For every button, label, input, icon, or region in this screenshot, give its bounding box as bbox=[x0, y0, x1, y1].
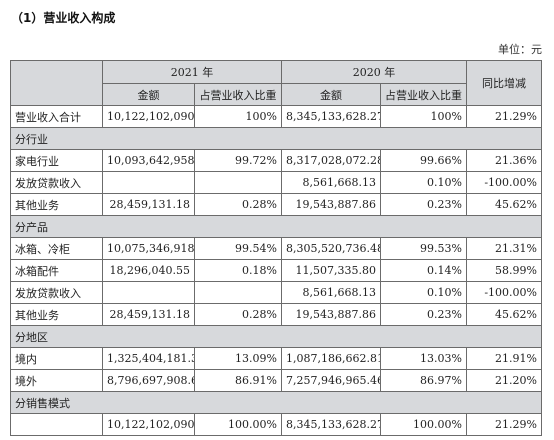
amount-2020-cell: 8,305,520,736.48 bbox=[281, 237, 381, 260]
row-label: 营业收入合计 bbox=[10, 105, 103, 128]
row-label: 境外 bbox=[10, 369, 103, 392]
row-label: 境内 bbox=[10, 347, 103, 370]
row-label: 冰箱、冷柜 bbox=[10, 237, 103, 260]
section-label: 分地区 bbox=[10, 325, 542, 348]
share-2021-cell: 13.09% bbox=[194, 347, 282, 370]
table-row: 家电行业10,093,642,958.8599.72%8,317,028,072… bbox=[10, 149, 542, 172]
change-cell: -100.00% bbox=[466, 171, 542, 194]
amount-2021-cell: 1,325,404,181.35 bbox=[102, 347, 195, 370]
share-2021-cell: 0.28% bbox=[194, 193, 282, 216]
section-label: 分产品 bbox=[10, 215, 542, 238]
change-cell: 21.20% bbox=[466, 369, 542, 392]
amount-2021-cell: 10,075,346,918.30 bbox=[102, 237, 195, 260]
change-cell: 21.91% bbox=[466, 347, 542, 370]
header-amount-2020: 金额 bbox=[281, 83, 381, 106]
share-2021-cell bbox=[194, 171, 282, 194]
share-2020-cell: 0.23% bbox=[380, 193, 467, 216]
amount-2021-cell: 28,459,131.18 bbox=[102, 303, 195, 326]
header-row-years: 2021 年 2020 年 同比增减 bbox=[10, 60, 542, 106]
revenue-composition-table: 2021 年 2020 年 同比增减 金额 占营业收入比重 金额 占营业收入比重… bbox=[10, 60, 542, 436]
section-row: 分地区 bbox=[10, 325, 542, 348]
share-2021-cell: 99.72% bbox=[194, 149, 282, 172]
header-amount-2021: 金额 bbox=[102, 83, 195, 106]
share-2020-cell: 0.10% bbox=[380, 171, 467, 194]
table-row: 境外8,796,697,908.6886.91%7,257,946,965.46… bbox=[10, 369, 542, 392]
table-row: 10,122,102,090.03100.00%8,345,133,628.27… bbox=[10, 413, 542, 436]
share-2020-cell: 100% bbox=[380, 105, 467, 128]
row-label: 家电行业 bbox=[10, 149, 103, 172]
section-label: 分行业 bbox=[10, 127, 542, 150]
table-row: 发放贷款收入 8,561,668.13 0.10% -100.00% bbox=[10, 171, 542, 194]
header-row-subcolumns: 金额 占营业收入比重 金额 占营业收入比重 bbox=[11, 83, 542, 106]
section-title: （1）营业收入构成 bbox=[11, 11, 116, 25]
change-cell: 45.62% bbox=[466, 303, 542, 326]
table-row: 冰箱、冷柜10,075,346,918.3099.54%8,305,520,73… bbox=[10, 237, 542, 260]
header-change: 同比增减 bbox=[466, 60, 542, 106]
change-cell: 21.29% bbox=[466, 413, 542, 436]
table-body: 营业收入合计10,122,102,090.03100%8,345,133,628… bbox=[10, 105, 542, 436]
header-share-2021: 占营业收入比重 bbox=[194, 83, 282, 106]
change-cell: -100.00% bbox=[466, 281, 542, 304]
change-cell: 58.99% bbox=[466, 259, 542, 282]
section-row: 分产品 bbox=[10, 215, 542, 238]
share-2020-cell: 99.66% bbox=[380, 149, 467, 172]
table-row: 境内1,325,404,181.3513.09%1,087,186,662.81… bbox=[10, 347, 542, 370]
share-2020-cell: 100.00% bbox=[380, 413, 467, 436]
share-2020-cell: 13.03% bbox=[380, 347, 467, 370]
change-cell: 21.31% bbox=[466, 237, 542, 260]
share-2021-cell: 0.18% bbox=[194, 259, 282, 282]
row-label: 发放贷款收入 bbox=[10, 171, 103, 194]
share-2021-cell: 0.28% bbox=[194, 303, 282, 326]
change-cell: 21.29% bbox=[466, 105, 542, 128]
header-year-2020: 2020 年 bbox=[281, 60, 467, 84]
share-2021-cell: 100.00% bbox=[194, 413, 282, 436]
amount-2021-cell: 28,459,131.18 bbox=[102, 193, 195, 216]
table-row: 冰箱配件 18,296,040.55 0.18% 11,507,335.80 0.14%… bbox=[10, 259, 542, 282]
amount-2020-cell: 8,561,668.13 bbox=[281, 171, 381, 194]
amount-2020-cell: 11,507,335.80 bbox=[281, 259, 381, 282]
row-label bbox=[10, 413, 103, 436]
share-2020-cell: 99.53% bbox=[380, 237, 467, 260]
amount-2021-cell: 8,796,697,908.68 bbox=[102, 369, 195, 392]
amount-2020-cell: 1,087,186,662.81 bbox=[281, 347, 381, 370]
section-label: 分销售模式 bbox=[10, 391, 542, 414]
amount-2020-cell: 8,345,133,628.27 bbox=[281, 105, 381, 128]
row-label: 其他业务 bbox=[10, 193, 103, 216]
table-row: 营业收入合计10,122,102,090.03100%8,345,133,628… bbox=[10, 105, 542, 128]
section-row: 分行业 bbox=[10, 127, 542, 150]
change-cell: 21.36% bbox=[466, 149, 542, 172]
table-row: 其他业务 28,459,131.18 0.28% 19,543,887.86 0.23%… bbox=[10, 193, 542, 216]
amount-2020-cell: 7,257,946,965.46 bbox=[281, 369, 381, 392]
amount-2020-cell: 8,561,668.13 bbox=[281, 281, 381, 304]
unit-label: 单位：元 bbox=[498, 43, 542, 56]
share-2021-cell bbox=[194, 281, 282, 304]
amount-2021-cell: 10,093,642,958.85 bbox=[102, 149, 195, 172]
share-2020-cell: 86.97% bbox=[380, 369, 467, 392]
header-year-2021: 2021 年 bbox=[102, 60, 282, 84]
share-2020-cell: 0.23% bbox=[380, 303, 467, 326]
amount-2020-cell: 8,345,133,628.27 bbox=[281, 413, 381, 436]
share-2021-cell: 99.54% bbox=[194, 237, 282, 260]
header-share-2020: 占营业收入比重 bbox=[380, 83, 467, 106]
row-label: 冰箱配件 bbox=[10, 259, 103, 282]
row-label: 发放贷款收入 bbox=[10, 281, 103, 304]
amount-2021-cell bbox=[102, 171, 195, 194]
share-2021-cell: 86.91% bbox=[194, 369, 282, 392]
row-label: 其他业务 bbox=[10, 303, 103, 326]
header-empty-cell bbox=[10, 60, 103, 106]
table-row: 发放贷款收入 8,561,668.13 0.10% -100.00% bbox=[10, 281, 542, 304]
share-2020-cell: 0.14% bbox=[380, 259, 467, 282]
amount-2020-cell: 19,543,887.86 bbox=[281, 303, 381, 326]
amount-2021-cell: 10,122,102,090.03 bbox=[102, 413, 195, 436]
amount-2021-cell bbox=[102, 281, 195, 304]
change-cell: 45.62% bbox=[466, 193, 542, 216]
share-2020-cell: 0.10% bbox=[380, 281, 467, 304]
table-row: 其他业务 28,459,131.18 0.28% 19,543,887.86 0.23%… bbox=[10, 303, 542, 326]
share-2021-cell: 100% bbox=[194, 105, 282, 128]
amount-2020-cell: 8,317,028,072.28 bbox=[281, 149, 381, 172]
amount-2021-cell: 10,122,102,090.03 bbox=[102, 105, 195, 128]
amount-2021-cell: 18,296,040.55 bbox=[102, 259, 195, 282]
amount-2020-cell: 19,543,887.86 bbox=[281, 193, 381, 216]
section-row: 分销售模式 bbox=[10, 391, 542, 414]
